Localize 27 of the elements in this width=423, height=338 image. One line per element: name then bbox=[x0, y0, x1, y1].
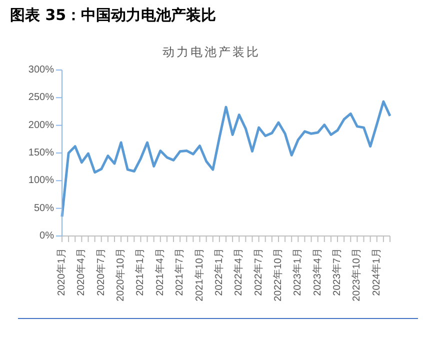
y-tick-label: 0% bbox=[40, 230, 54, 242]
x-tick-label: 2021年7月 bbox=[174, 248, 186, 296]
line-series bbox=[60, 100, 392, 218]
x-tick-label: 2022年1月 bbox=[212, 248, 225, 296]
y-tick-label: 250% bbox=[28, 92, 54, 104]
x-tick-label: 2021年1月 bbox=[134, 248, 146, 296]
y-tick-label: 300% bbox=[28, 64, 54, 76]
x-tick-label: 2020年4月 bbox=[75, 248, 88, 296]
y-tick-label: 50% bbox=[34, 202, 54, 214]
y-tick-label: 150% bbox=[28, 148, 54, 158]
x-tick-label: 2020年10月 bbox=[114, 248, 127, 302]
x-tick-label: 2022年7月 bbox=[252, 248, 264, 296]
y-tick-label: 200% bbox=[28, 120, 54, 131]
x-tick-label: 2020年1月 bbox=[56, 248, 68, 296]
x-tick-label: 2023年7月 bbox=[331, 248, 344, 296]
x-tick-label: 2023年4月 bbox=[311, 248, 324, 296]
y-tick-label: 100% bbox=[28, 175, 54, 186]
chart-subtitle: 动力电池产装比 bbox=[162, 44, 262, 61]
x-tick-label: 2022年4月 bbox=[232, 248, 245, 296]
x-tick-label: 2024年1月 bbox=[370, 248, 382, 296]
x-tick-label: 2021年4月 bbox=[154, 248, 166, 296]
x-tick-label: 2021年10月 bbox=[193, 248, 206, 302]
chart-title: 图表 35：中国动力电池产装比 bbox=[10, 6, 216, 25]
x-tick-label: 2023年10月 bbox=[350, 248, 363, 302]
x-tick-label: 2020年7月 bbox=[94, 248, 107, 296]
x-tick-label: 2023年1月 bbox=[292, 248, 304, 296]
x-tick-label: 2022年10月 bbox=[272, 248, 284, 302]
